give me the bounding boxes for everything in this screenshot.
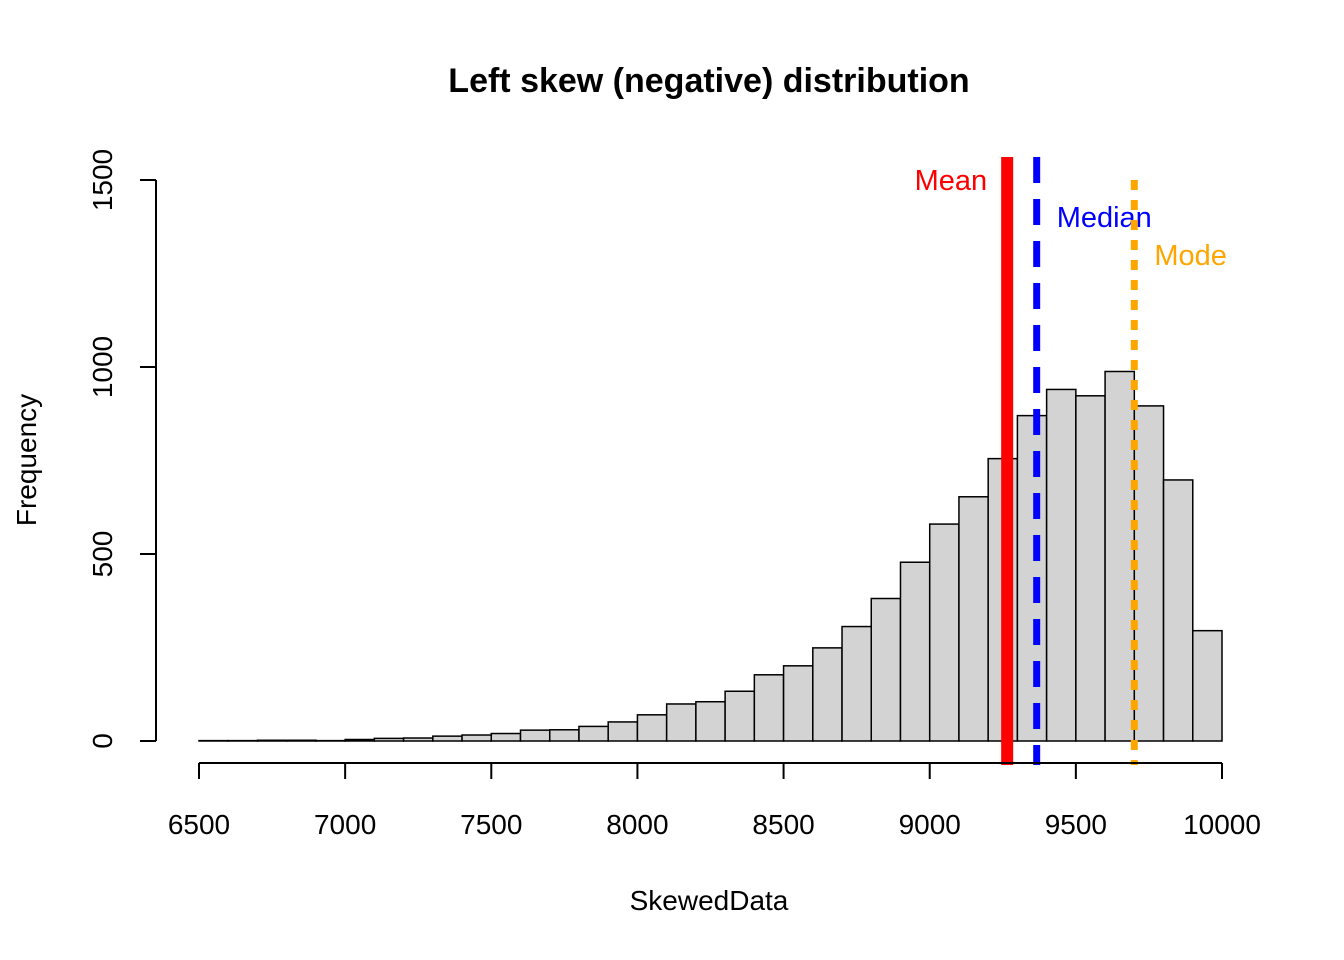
histogram-bar-8 <box>432 735 463 742</box>
y-tick-label: 500 <box>87 531 118 578</box>
histogram-bar-20 <box>782 665 814 742</box>
histogram-bar-15 <box>636 714 668 742</box>
histogram-bar-17 <box>695 700 726 742</box>
histogram-bar-24 <box>899 561 931 742</box>
y-axis-label: Frequency <box>11 394 42 526</box>
x-tick-label: 8000 <box>606 809 668 840</box>
mean-label: Mean <box>915 165 988 197</box>
x-tick-label: 10000 <box>1183 809 1261 840</box>
y-tick-label: 1500 <box>87 149 118 211</box>
histogram-bar-12 <box>548 729 580 742</box>
histogram-bar-2 <box>256 739 288 742</box>
histogram-bar-32 <box>1133 405 1165 742</box>
histogram-bar-30 <box>1075 395 1106 742</box>
histogram-bar-13 <box>578 725 609 742</box>
histogram-bar-16 <box>665 703 697 742</box>
chart-title: Left skew (negative) distribution <box>448 62 969 100</box>
histogram-bar-7 <box>402 737 434 742</box>
histogram-bar-26 <box>958 496 989 742</box>
x-tick-label: 7500 <box>460 809 522 840</box>
histogram-bar-34 <box>1192 629 1223 742</box>
histogram-bar-29 <box>1045 388 1077 742</box>
x-axis-label: SkewedData <box>630 885 789 916</box>
histogram-bar-14 <box>607 721 639 742</box>
histogram-bar-11 <box>519 729 551 742</box>
x-tick-label: 8500 <box>752 809 814 840</box>
histogram-bar-9 <box>461 734 493 742</box>
histogram-bar-22 <box>841 625 873 742</box>
histogram-bar-23 <box>870 597 902 742</box>
y-axis: 0 500 1000 1500 <box>87 149 157 749</box>
histogram-bar-33 <box>1162 479 1194 742</box>
x-tick-label: 9500 <box>1045 809 1107 840</box>
y-tick-label: 1000 <box>87 336 118 398</box>
x-tick-label: 9000 <box>899 809 961 840</box>
x-tick-label: 6500 <box>168 809 230 840</box>
y-tick-label: 0 <box>87 733 118 749</box>
histogram-bar-21 <box>812 647 843 742</box>
histogram-bar-3 <box>285 739 317 742</box>
mode-label: Mode <box>1154 240 1227 272</box>
histogram-bars <box>198 370 1223 742</box>
x-tick-label: 7000 <box>314 809 376 840</box>
histogram-bar-10 <box>490 732 522 742</box>
histogram-bar-6 <box>373 737 405 742</box>
histogram-bar-19 <box>753 674 785 742</box>
histogram-bar-28 <box>1016 414 1048 742</box>
histogram-bar-31 <box>1104 370 1136 742</box>
x-axis: 6500 7000 7500 8000 8500 9000 9500 10000 <box>168 762 1261 840</box>
histogram-bar-18 <box>724 690 756 742</box>
histogram-bar-5 <box>344 738 376 742</box>
histogram-bar-25 <box>928 523 960 742</box>
